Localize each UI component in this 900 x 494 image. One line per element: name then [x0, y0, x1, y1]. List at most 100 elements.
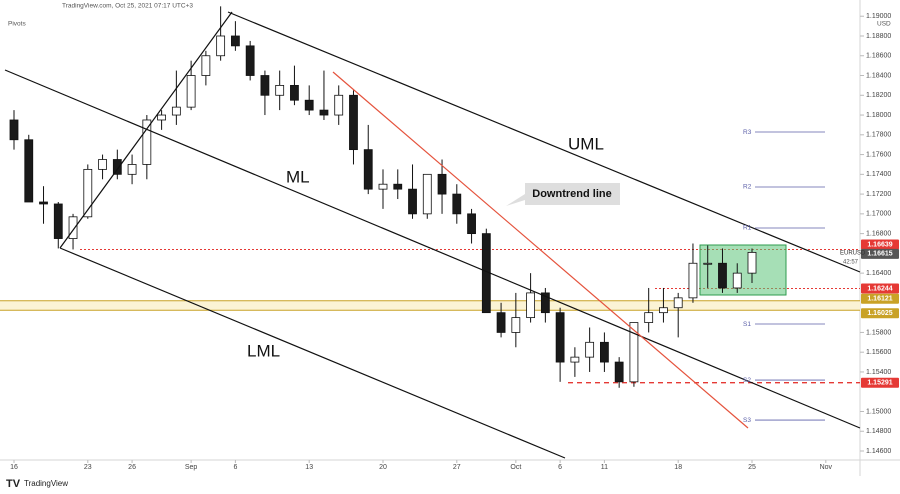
symbol: EURUSD — [840, 251, 866, 257]
candle-body — [39, 201, 48, 205]
x-tick-label: 6 — [233, 464, 237, 471]
y-tick-label: 1.16800 — [866, 230, 891, 237]
y-tick-label: 1.18400 — [866, 72, 891, 79]
candle-body — [157, 114, 167, 121]
x-tick-label: Sep — [185, 464, 198, 471]
y-tick-label: 1.17800 — [866, 132, 891, 139]
candle-body — [452, 193, 462, 215]
candle-body — [659, 307, 668, 314]
upper-median-line — [227, 11, 861, 273]
countdown: 42:57 — [843, 260, 859, 266]
candle-body — [422, 173, 432, 215]
candle-body — [629, 322, 639, 383]
pivot-label: R1 — [743, 225, 752, 232]
candle-body — [68, 216, 78, 239]
y-tick-label: 1.16400 — [866, 270, 891, 277]
price-label-box — [861, 239, 899, 250]
y-tick-label: 1.15800 — [866, 329, 891, 336]
candle-body — [408, 188, 417, 215]
y-tick-label: 1.14800 — [866, 428, 891, 435]
y-tick-label: 1.19000 — [866, 13, 891, 20]
price-label: 1.16639 — [867, 241, 892, 248]
support-band — [0, 300, 860, 311]
x-tick-label: 6 — [558, 464, 562, 471]
candle-body — [703, 262, 713, 265]
median-line — [4, 69, 861, 429]
candle-body — [644, 312, 654, 323]
range-box — [699, 244, 787, 296]
candles — [9, 6, 757, 388]
y-tick-label: 1.15400 — [866, 369, 891, 376]
header: TradingView.com, Oct 25, 2021 07:17 UTC+… — [62, 3, 193, 10]
x-tick-label: 23 — [84, 464, 92, 471]
price-labels: 1.16639 1.16615 1.16244 1.16121 1.16025 1.152… — [861, 239, 899, 388]
candle-body — [142, 119, 152, 165]
candle-body — [363, 149, 373, 190]
candle-body — [304, 99, 314, 111]
lower-median-line — [59, 247, 566, 459]
candle-body — [53, 203, 63, 239]
y-tick-label: 1.17000 — [866, 211, 891, 218]
candle-body — [496, 312, 506, 333]
candle-body — [511, 317, 521, 333]
ml-label: ML — [286, 167, 310, 186]
pivots: R3 R2 R1 S1 S2 S3 — [743, 129, 825, 424]
candle-body — [732, 272, 742, 289]
price-label-box — [861, 308, 899, 319]
candle-body — [349, 94, 358, 151]
x-tick-label: Nov — [820, 464, 833, 471]
pivot-label: S2 — [743, 377, 751, 384]
candle-body — [540, 292, 550, 314]
candle-body — [600, 341, 609, 363]
pivot-label: S3 — [743, 417, 751, 424]
price-label-box — [861, 248, 899, 259]
price-label: 1.15291 — [867, 380, 892, 387]
y-tick-label: 1.14600 — [866, 448, 891, 455]
axes: 1.19000 1.18800 1.18600 1.18400 1.18200 1.180… — [10, 13, 891, 471]
footer-logo: TV — [6, 478, 21, 490]
candle-body — [688, 262, 698, 299]
candle-body — [570, 356, 580, 363]
candle-body — [718, 262, 727, 289]
price-label: 1.16244 — [867, 285, 892, 292]
x-tick-label: 27 — [453, 464, 461, 471]
currency: USD — [877, 21, 891, 28]
downtrend-line — [332, 71, 749, 429]
candle-body — [186, 75, 196, 108]
candle-body — [171, 106, 181, 116]
y-tick-label: 1.18800 — [866, 33, 891, 40]
price-label: 1.16615 — [867, 251, 892, 258]
candle-body — [230, 35, 240, 47]
price-label-box — [861, 293, 899, 304]
candle-body — [585, 341, 595, 358]
x-tick-label: 25 — [748, 464, 756, 471]
pivot-label: S1 — [743, 321, 751, 328]
price-label: 1.16025 — [867, 310, 892, 317]
candle-body — [112, 159, 122, 175]
x-tick-label: 11 — [601, 464, 608, 471]
candle-body — [83, 168, 93, 218]
candle-body — [127, 164, 137, 175]
pivot-label: R3 — [743, 129, 752, 136]
candle-body — [614, 361, 624, 383]
candle-body — [245, 45, 255, 76]
x-tick-label: Oct — [510, 464, 521, 471]
drawings — [4, 11, 861, 459]
pivot-label: R2 — [743, 184, 752, 191]
y-tick-label: 1.17200 — [866, 191, 891, 198]
candle-body — [319, 109, 329, 116]
y-tick-label: 1.18000 — [866, 112, 891, 119]
price-label-box — [861, 377, 899, 388]
indicator-name: Pivots — [8, 21, 26, 28]
candle-body — [290, 84, 299, 101]
candle-body — [201, 55, 211, 76]
y-tick-label: 1.17600 — [866, 151, 891, 158]
candle-body — [260, 75, 270, 96]
callout-text: Downtrend line — [532, 188, 611, 200]
y-tick-label: 1.15600 — [866, 349, 891, 356]
candle-body — [378, 183, 388, 190]
callout-box — [506, 183, 620, 206]
x-tick-label: 20 — [379, 464, 387, 471]
